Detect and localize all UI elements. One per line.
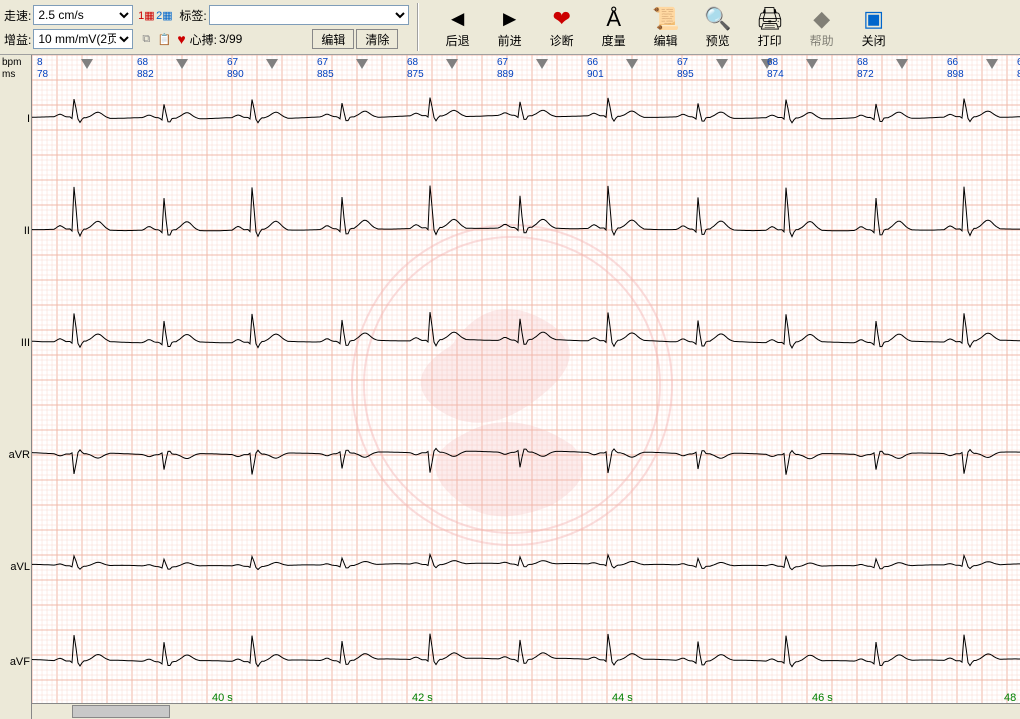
tag-select[interactable] [209, 5, 409, 25]
forward-text: 前进 [498, 32, 522, 49]
edit-big-button[interactable]: 📜 编辑 [643, 3, 689, 51]
page2-icon[interactable]: 2▦ [155, 6, 173, 24]
page1-icon[interactable]: 1▦ [137, 6, 155, 24]
gain-label: 增益: [4, 31, 31, 48]
speed-label: 走速: [4, 7, 31, 24]
help-button: ◆ 帮助 [799, 3, 845, 51]
unit-ms: ms [2, 69, 15, 80]
back-button[interactable]: ◄ 后退 [435, 3, 481, 51]
help-text: 帮助 [810, 32, 834, 49]
print-text: 打印 [758, 32, 782, 49]
paste-icon[interactable]: 📋 [155, 30, 173, 48]
gain-select[interactable]: 10 mm/mV(2页) [33, 29, 133, 49]
forward-button[interactable]: ► 前进 [487, 3, 533, 51]
lead-label-aVF: aVF [0, 656, 30, 668]
top-toolbar: 走速: 2.5 cm/s 1▦ 2▦ 标签: 增益: 10 mm/mV(2页) … [0, 0, 1020, 55]
help-icon: ◆ [813, 6, 830, 32]
clear-button[interactable]: 清除 [356, 29, 398, 49]
lead-label-I: I [0, 113, 30, 125]
print-button[interactable]: 🖨 打印 [747, 3, 793, 51]
scrollbar-thumb[interactable] [72, 705, 171, 718]
ecg-traces[interactable] [32, 55, 1020, 703]
lead-label-II: II [0, 225, 30, 237]
lead-label-aVL: aVL [0, 561, 30, 573]
back-icon: ◄ [447, 6, 469, 32]
horizontal-scrollbar[interactable] [32, 703, 1020, 719]
diagnose-icon: ❤ [552, 6, 570, 32]
diagnose-button[interactable]: ❤ 诊断 [539, 3, 585, 51]
unit-bpm: bpm [2, 57, 21, 68]
copy-icon[interactable]: ⧉ [137, 30, 155, 48]
heartbeat-value: 3/99 [219, 32, 242, 46]
big-buttons: ◄ 后退 ► 前进 ❤ 诊断 Å 度量 📜 编辑 🔍 预览 🖨 打印 ◆ [435, 3, 897, 51]
close-icon: ▣ [863, 6, 884, 32]
measure-icon: Å [606, 6, 621, 32]
toolbar-separator [417, 3, 419, 51]
edit-big-text: 编辑 [654, 32, 678, 49]
preview-icon: 🔍 [704, 6, 731, 32]
lead-label-aVR: aVR [0, 449, 30, 461]
back-text: 后退 [446, 32, 470, 49]
preview-button[interactable]: 🔍 预览 [695, 3, 741, 51]
edit-button[interactable]: 编辑 [312, 29, 354, 49]
measure-text: 度量 [602, 32, 626, 49]
edit-big-icon: 📜 [652, 6, 679, 32]
lead-label-III: III [0, 337, 30, 349]
left-controls: 走速: 2.5 cm/s 1▦ 2▦ 标签: 增益: 10 mm/mV(2页) … [4, 4, 409, 50]
speed-select[interactable]: 2.5 cm/s [33, 5, 133, 25]
lead-label-column: bpm ms IIIIIIaVRaVLaVF [0, 55, 32, 719]
close-button[interactable]: ▣ 关闭 [851, 3, 897, 51]
close-text: 关闭 [862, 32, 886, 49]
heart-icon: ♥ [177, 31, 185, 47]
ecg-area: bpm ms IIIIIIaVRaVLaVF 87868882678906788… [0, 55, 1020, 719]
print-icon: 🖨 [756, 6, 784, 32]
tag-label: 标签: [179, 7, 206, 24]
forward-icon: ► [499, 6, 521, 32]
diagnose-text: 诊断 [550, 32, 574, 49]
heartbeat-label: 心搏: [190, 31, 217, 48]
measure-button[interactable]: Å 度量 [591, 3, 637, 51]
preview-text: 预览 [706, 32, 730, 49]
